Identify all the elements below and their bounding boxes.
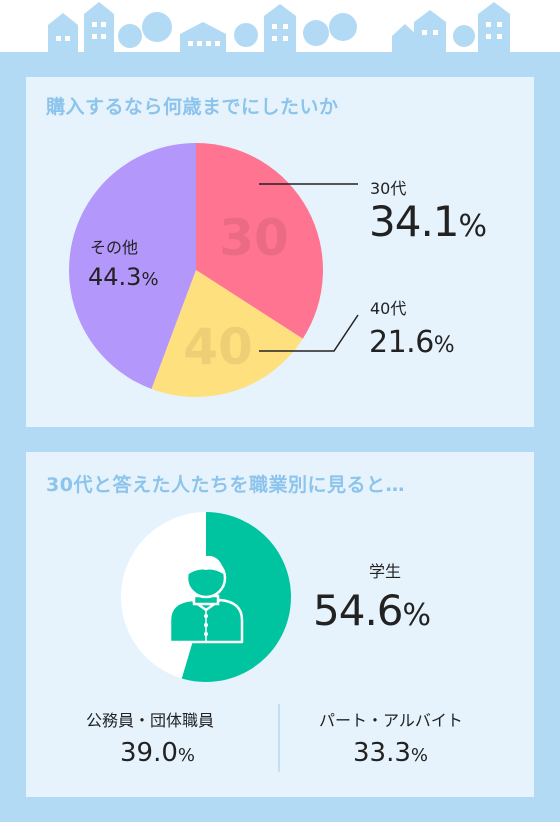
value-civil-servant-number: 39.0 bbox=[120, 738, 178, 768]
label-student: 学生 bbox=[369, 562, 402, 581]
age-panel: 購入するなら何歳までにしたいか 30 40 30代 34.1% 40代 21.6… bbox=[26, 77, 534, 427]
value-civil-servant: 39.0% bbox=[120, 738, 195, 768]
percent-sign: % bbox=[410, 745, 428, 766]
pie-slice-40s bbox=[151, 270, 303, 397]
label-part-time: パート・アルバイト bbox=[319, 711, 463, 730]
percent-sign: % bbox=[141, 269, 159, 290]
pie-slice-other bbox=[69, 143, 196, 389]
percent-sign: % bbox=[433, 333, 455, 358]
value-part-time: 33.3% bbox=[353, 738, 428, 768]
pie-watermark-30: 30 bbox=[219, 209, 289, 267]
occupation-panel-title: 30代と答えた人たちを職業別に見ると… bbox=[46, 474, 405, 496]
pie-slice-30s bbox=[196, 143, 323, 339]
occupation-panel: 30代と答えた人たちを職業別に見ると… 学生 54.6% 公務員・団体職員 39… bbox=[26, 452, 534, 797]
percent-sign: % bbox=[458, 209, 488, 244]
label-30s: 30代 bbox=[370, 179, 407, 198]
value-student: 54.6% bbox=[313, 586, 431, 635]
value-40s: 21.6% bbox=[369, 325, 455, 360]
student-person-icon bbox=[168, 555, 244, 644]
value-40s-number: 21.6 bbox=[369, 325, 434, 360]
value-student-number: 54.6 bbox=[313, 586, 404, 635]
value-30s-number: 34.1 bbox=[369, 197, 460, 246]
percent-sign: % bbox=[402, 598, 432, 633]
value-30s: 34.1% bbox=[369, 197, 487, 246]
pie-watermark-40: 40 bbox=[183, 318, 253, 376]
age-panel-title: 購入するなら何歳までにしたいか bbox=[46, 96, 339, 118]
value-part-time-number: 33.3 bbox=[353, 738, 411, 768]
label-40s: 40代 bbox=[370, 299, 407, 318]
skyline-decoration bbox=[48, 2, 510, 60]
age-pie-chart: 30 40 bbox=[69, 143, 359, 397]
label-other: その他 bbox=[90, 238, 139, 257]
value-other: 44.3% bbox=[88, 263, 159, 291]
label-civil-servant: 公務員・団体職員 bbox=[86, 711, 215, 730]
student-donut-chart bbox=[121, 512, 292, 772]
percent-sign: % bbox=[177, 745, 195, 766]
leader-line-40 bbox=[259, 314, 359, 352]
value-other-number: 44.3 bbox=[88, 263, 142, 291]
